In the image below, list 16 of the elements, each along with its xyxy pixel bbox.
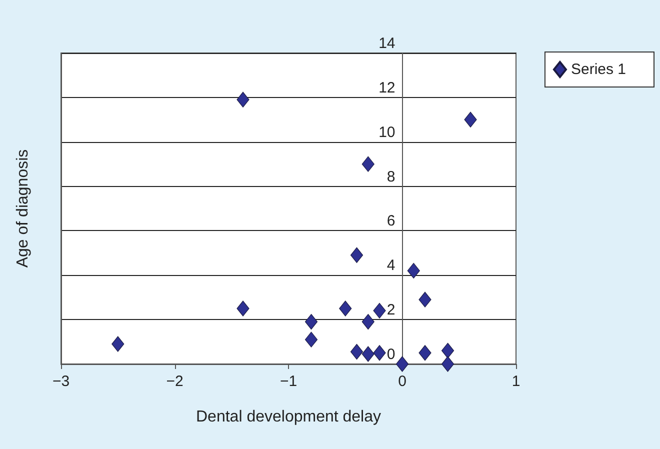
y-tick-label: 4 <box>386 257 396 274</box>
x-tick-label: −2 <box>166 373 184 390</box>
y-tick-label: 2 <box>386 302 396 319</box>
y-tick-label: 12 <box>378 79 396 96</box>
y-tick-label: 0 <box>386 346 396 363</box>
x-tick-label: 1 <box>512 373 520 390</box>
y-tick-label: 10 <box>378 124 396 141</box>
y-axis-title: Age of diagnosis <box>14 149 32 268</box>
x-tick-label: −3 <box>52 373 70 390</box>
x-tick-label: 0 <box>398 373 406 390</box>
y-tick-label: 14 <box>378 35 396 52</box>
y-tick-label: 6 <box>386 212 396 230</box>
legend-label: Series 1 <box>570 61 626 78</box>
x-axis-title: Dental development delay <box>196 408 382 426</box>
x-tick-label: −1 <box>280 373 298 390</box>
y-tick-label: 8 <box>386 168 396 186</box>
